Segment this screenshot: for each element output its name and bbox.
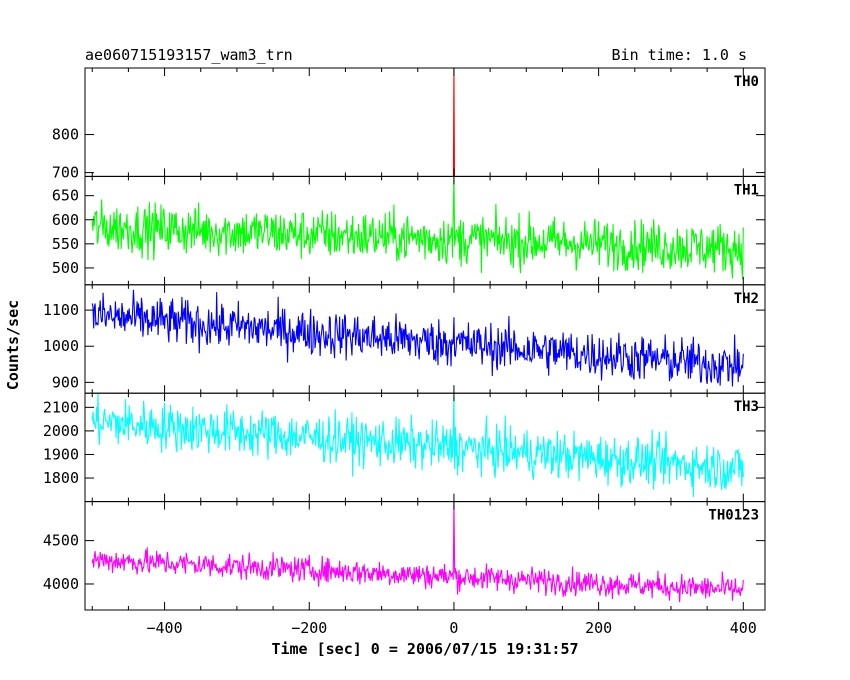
panel-frame [84, 67, 766, 177]
panel-label-th2: TH2 [734, 291, 759, 307]
x-tick-label: 200 [585, 619, 612, 637]
y-tick-label: 1100 [43, 301, 79, 319]
y-tick-label: 650 [52, 187, 79, 205]
series-line-th0123 [91, 501, 744, 603]
panel-frame [84, 175, 766, 286]
y-tick-label: 900 [52, 373, 79, 391]
chart-title: ae060715193157_wam3_trn [85, 46, 293, 64]
panel-label-th0: TH0 [734, 74, 759, 90]
panel-th0: 700 800 TH0 [52, 67, 766, 182]
panels-group: 700 800 TH0 500 550 600 650 TH1 900 1000 1100 TH2 18… [43, 67, 766, 611]
y-tick-label: 800 [52, 126, 79, 144]
y-axis-title: Counts/sec [4, 300, 22, 390]
y-tick-label: 1000 [43, 337, 79, 355]
panel-th1: 500 550 600 650 TH1 [52, 175, 766, 286]
panel-th2: 900 1000 1100 TH2 [43, 284, 766, 394]
panel-th0123: 4000 4500 TH0123 [43, 501, 766, 611]
x-tick-label: 0 [449, 619, 458, 637]
panel-label-th0123: TH0123 [708, 508, 759, 524]
series-line-th3 [91, 393, 744, 498]
panel-label-th1: TH1 [734, 182, 759, 198]
y-tick-label: 4500 [43, 532, 79, 550]
y-tick-label: 600 [52, 211, 79, 229]
x-tick-label: 400 [730, 619, 757, 637]
y-tick-label: 1800 [43, 469, 79, 487]
x-tick-label: −200 [291, 619, 327, 637]
x-tick-label: −400 [147, 619, 183, 637]
y-tick-label: 700 [52, 164, 79, 182]
bin-time-label: Bin time: 1.0 s [612, 46, 747, 64]
y-tick-label: 500 [52, 259, 79, 277]
y-tick-label: 2000 [43, 422, 79, 440]
y-tick-label: 1900 [43, 445, 79, 463]
x-axis: −400 −200 0 200 400 [147, 619, 757, 637]
y-tick-label: 2100 [43, 398, 79, 416]
panel-frame [84, 501, 766, 611]
panel-label-th3: TH3 [734, 399, 759, 415]
series-line-th2 [91, 289, 744, 387]
panel-th3: 1800 1900 2000 2100 TH3 [43, 392, 766, 503]
series-line-th0 [452, 68, 455, 177]
y-tick-label: 550 [52, 235, 79, 253]
x-axis-title: Time [sec] 0 = 2006/07/15 19:31:57 [271, 640, 578, 658]
series-line-th1 [91, 176, 744, 280]
y-tick-label: 4000 [43, 575, 79, 593]
